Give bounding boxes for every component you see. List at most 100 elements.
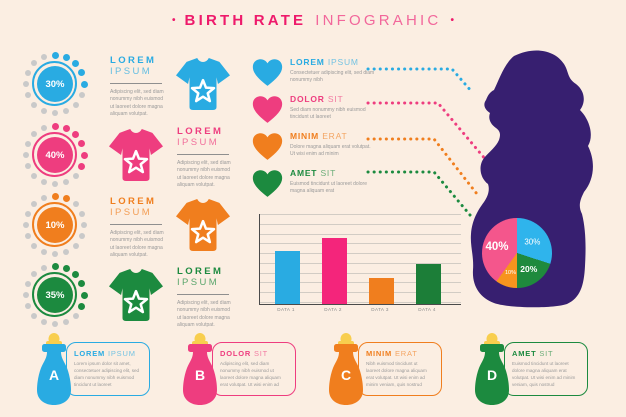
ring-dot: [31, 131, 38, 138]
ring-dot: [40, 265, 47, 272]
ring-dot: [63, 107, 70, 114]
ring-dot: [31, 312, 38, 319]
heart-icon: [252, 96, 283, 123]
baby-bottle-icon: [37, 333, 71, 405]
ring-dot: [72, 242, 79, 249]
bottle-title-word1: DOLOR: [220, 349, 252, 358]
divider: [110, 82, 162, 84]
ring-dot: [52, 181, 58, 187]
bottle-body: Nibh euismod tincidunt ut laoreet dolore…: [366, 361, 427, 387]
ring-dot: [31, 101, 38, 108]
ring-dot: [25, 303, 32, 310]
ring-dot-filled: [80, 151, 88, 159]
bottle-title-word1: LOREM: [74, 349, 106, 358]
baby-bottle-icon: [329, 333, 363, 405]
ring-dot-filled: [72, 130, 79, 138]
text-block: LOREM IPSUM Adipiscing elit, sed diam nonu…: [177, 126, 239, 190]
gridline: [260, 292, 461, 294]
bottle-text-box: LOREM IPSUM Lorem ipsum dolor sit amet, c…: [66, 342, 150, 396]
text-block-body: Adipiscing elit, sed diam nonummy nibh e…: [177, 299, 231, 329]
bottle-title: DOLOR SIT: [220, 349, 288, 358]
baby-shirt-icon: [176, 57, 230, 111]
gridline: [260, 243, 461, 245]
ring-disc: 30%: [37, 66, 73, 102]
baby-shirt: [107, 268, 165, 327]
ring-disc: 35%: [37, 277, 73, 313]
ring-dot: [40, 248, 47, 255]
bottle-icon-wrap: [180, 333, 220, 412]
pie-slice-label: 20%: [520, 264, 538, 275]
ring-dot-filled: [80, 291, 88, 299]
gridline: [260, 282, 461, 284]
baby-shirt-icon: [109, 128, 163, 182]
pie-slice-label: 30%: [524, 237, 541, 247]
bar-category-label: DATA 3: [371, 307, 389, 312]
text-block: LOREM IPSUM Adipiscing elit, sed diam nonu…: [110, 196, 172, 260]
bottle-group: D AMET SIT Euismod tincidunt ut laoreet do…: [466, 331, 616, 411]
heart-body: Dolore magna aliquam erat volutpat. Ut w…: [290, 144, 371, 158]
title-dot-left: •: [172, 15, 176, 26]
ring-dot-filled: [62, 264, 70, 272]
gridline: [260, 302, 461, 303]
ring-dot-filled: [78, 302, 86, 310]
ring-dot: [72, 172, 79, 179]
heart-body: Sed diam nonummy nibh euismod tincidunt …: [290, 107, 366, 121]
ring-outline: [32, 202, 77, 247]
ring-dot-filled: [62, 194, 70, 202]
bar: [322, 238, 347, 304]
ring-percent-label: 10%: [45, 219, 65, 231]
bottle-letter: D: [486, 367, 498, 383]
bottle-body: Lorem ipsum dolor sit amet, consectetuer…: [74, 361, 140, 387]
bar-category-label: DATA 4: [418, 307, 436, 312]
ring-percent-label: 30%: [45, 78, 65, 90]
ring-disc: 10%: [37, 207, 73, 243]
title-dot-right: •: [450, 15, 454, 26]
baby-shirt-icon: [109, 268, 163, 322]
heart-title-word1: DOLOR: [290, 94, 325, 104]
divider: [177, 153, 229, 155]
ring-dot: [23, 81, 29, 87]
text-block-title: LOREM: [177, 266, 224, 277]
heart-title: LOREM IPSUM: [290, 57, 359, 67]
connector-dotted-line: [366, 137, 479, 196]
text-block-subtitle: IPSUM: [110, 206, 153, 218]
text-block-body: Adipiscing elit, sed diam nonummy nibh e…: [177, 159, 231, 189]
bar-category-label: DATA 2: [324, 307, 342, 312]
connector-dotted-line: [366, 170, 472, 217]
ring-dot: [63, 248, 70, 255]
progress-ring: 30%: [20, 49, 90, 119]
ring-dot: [25, 233, 32, 240]
ring-outline: [32, 132, 77, 177]
bottle-body: Euismod tincidunt ut laoreet dolore magn…: [512, 361, 576, 387]
heart-title-word1: LOREM: [290, 57, 325, 67]
bottle-title-word1: AMET: [512, 349, 537, 358]
baby-shirt-icon: [176, 198, 230, 252]
bottle-letter: A: [48, 367, 60, 383]
ring-dot: [40, 107, 47, 114]
heart-icon-wrap: [251, 58, 284, 93]
heart-item: MINIM ERAT Dolore magna aliquam erat volu…: [250, 129, 380, 165]
ring-dot-filled: [78, 162, 86, 170]
ring-dot-filled: [72, 270, 79, 278]
progress-ring: 35%: [20, 260, 90, 330]
ring-dot: [25, 163, 32, 170]
ring-dot: [81, 222, 87, 228]
connector-dotted-line: [366, 101, 488, 162]
ring-percent-label: 35%: [45, 289, 65, 301]
bottle-letter: B: [194, 367, 206, 383]
bottle-icon-wrap: [472, 333, 512, 412]
text-block-subtitle: IPSUM: [110, 65, 153, 77]
progress-ring: 40%: [20, 120, 90, 190]
bottle-title-word2: SIT: [253, 349, 269, 358]
ring-dot-filled: [78, 280, 86, 288]
text-block-title: LOREM: [110, 196, 157, 207]
heart-icon-wrap: [251, 169, 284, 204]
ring-dot: [23, 222, 29, 228]
ring-dot: [25, 140, 32, 147]
gridline: [260, 272, 461, 274]
heart-title: MINIM ERAT: [290, 131, 347, 141]
text-block-subtitle: IPSUM: [177, 276, 220, 288]
bottle-title-word2: SIT: [539, 349, 554, 358]
heart-item: DOLOR SIT Sed diam nonummy nibh euismod t…: [250, 92, 380, 128]
ring-dot: [63, 318, 70, 325]
